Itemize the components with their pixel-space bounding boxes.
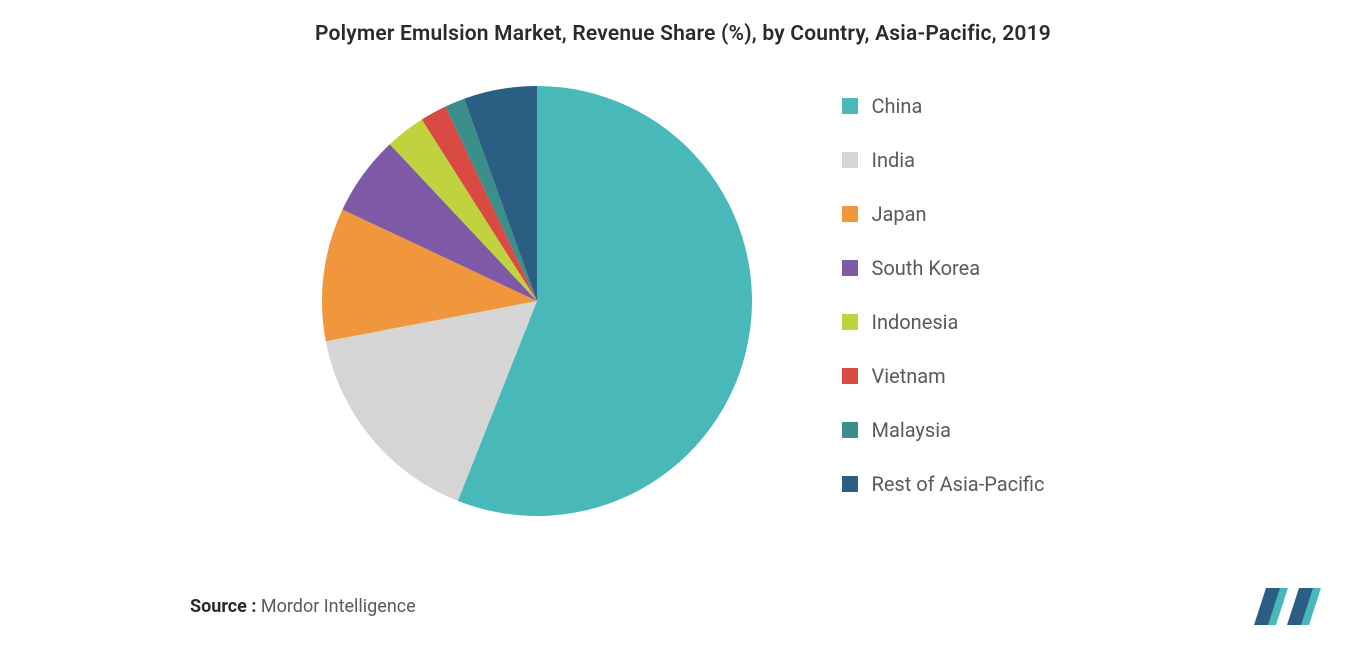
source-attribution: Source : Mordor Intelligence [190, 596, 416, 617]
legend-item: Indonesia [842, 310, 1045, 334]
legend: China India Japan South Korea Indonesia Vietn… [842, 86, 1045, 496]
legend-label: Indonesia [872, 310, 959, 334]
legend-swatch [842, 260, 858, 276]
legend-label: Japan [872, 202, 927, 226]
legend-item: Japan [842, 202, 1045, 226]
legend-label: India [872, 148, 916, 172]
legend-label: Malaysia [872, 418, 951, 442]
chart-body: China India Japan South Korea Indonesia Vietn… [0, 86, 1366, 516]
legend-item: China [842, 94, 1045, 118]
legend-swatch [842, 206, 858, 222]
legend-label: Rest of Asia-Pacific [872, 472, 1045, 496]
legend-swatch [842, 368, 858, 384]
chart-title: Polymer Emulsion Market, Revenue Share (… [0, 0, 1366, 46]
source-prefix: Source : [190, 596, 256, 617]
legend-swatch [842, 98, 858, 114]
legend-item: Malaysia [842, 418, 1045, 442]
legend-label: China [872, 94, 923, 118]
legend-item: Vietnam [842, 364, 1045, 388]
legend-swatch [842, 314, 858, 330]
legend-label: Vietnam [872, 364, 946, 388]
legend-swatch [842, 152, 858, 168]
legend-swatch [842, 476, 858, 492]
legend-label: South Korea [872, 256, 981, 280]
legend-swatch [842, 422, 858, 438]
source-name: Mordor Intelligence [261, 596, 416, 617]
brand-logo [1254, 581, 1324, 629]
legend-item: South Korea [842, 256, 1045, 280]
legend-item: Rest of Asia-Pacific [842, 472, 1045, 496]
legend-item: India [842, 148, 1045, 172]
pie-chart [322, 86, 752, 516]
